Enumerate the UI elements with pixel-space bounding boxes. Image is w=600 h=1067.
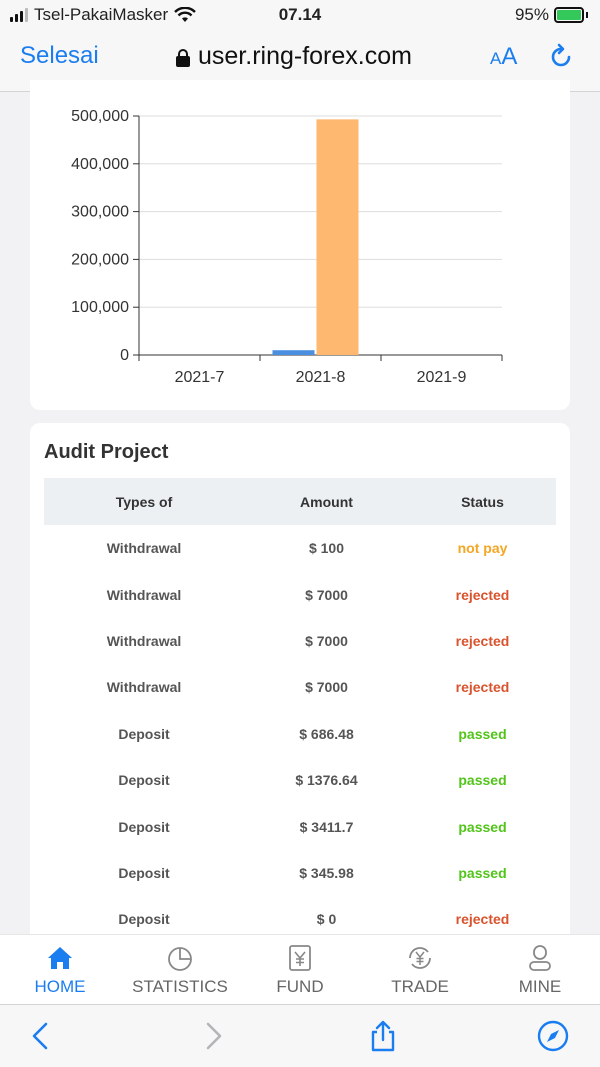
reload-icon[interactable] (546, 42, 576, 72)
tab-statistics[interactable]: STATISTICS (120, 935, 240, 1004)
cell-amount: $ 7000 (305, 586, 348, 603)
carrier-name: Tsel-PakaiMasker (34, 5, 169, 24)
y-tick-label: 0 (120, 347, 129, 364)
cell-status: not pay (457, 540, 508, 557)
lock-icon (176, 48, 190, 67)
x-tick-label: 2021-7 (175, 369, 225, 386)
battery-percent: 95% (514, 5, 549, 24)
cell-type: Withdrawal (106, 679, 182, 696)
tab-label-statistics: STATISTICS (132, 977, 228, 996)
cell-type: Withdrawal (106, 586, 182, 603)
cell-amount: $ 3411.7 (299, 818, 354, 835)
browser-toolbar (0, 1004, 600, 1067)
forward-icon[interactable] (196, 1019, 230, 1053)
home-icon (48, 947, 72, 969)
table-row: Deposit $ 0 rejected (44, 896, 556, 942)
cell-status: rejected (455, 911, 510, 928)
table-row: Withdrawal $ 7000 rejected (44, 664, 556, 710)
signal-icon (10, 8, 28, 22)
y-tick-label: 100,000 (71, 299, 129, 316)
audit-project-card: Audit Project Types of Amount Status Wit… (30, 423, 570, 983)
table-row: Deposit $ 345.98 passed (44, 850, 556, 896)
y-tick-label: 400,000 (71, 156, 129, 173)
audit-table: Types of Amount Status Withdrawal $ 100 no… (44, 478, 556, 943)
cell-type: Deposit (118, 911, 170, 928)
table-row: Withdrawal $ 7000 rejected (44, 618, 556, 664)
y-tick-label: 500,000 (71, 108, 129, 125)
done-button[interactable]: Selesai (20, 42, 99, 69)
tab-label-mine: MINE (518, 977, 562, 996)
bar-2021-8-series-1[interactable] (316, 119, 359, 355)
tab-label-fund: FUND (276, 977, 324, 996)
y-tick-label: 300,000 (71, 204, 129, 221)
back-icon[interactable] (24, 1019, 58, 1053)
pie-chart-icon (168, 947, 192, 971)
cell-status: rejected (455, 679, 510, 696)
text-size-button[interactable]: AA (490, 43, 518, 70)
table-row: Withdrawal $ 100 not pay (44, 525, 556, 571)
audit-title: Audit Project (44, 441, 169, 463)
table-row: Withdrawal $ 7000 rejected (44, 571, 556, 617)
cell-type: Withdrawal (106, 632, 182, 649)
cell-status: passed (458, 772, 507, 789)
compass-icon[interactable] (536, 1019, 570, 1053)
cell-amount: $ 7000 (305, 632, 348, 649)
column-header-status: Status (409, 478, 556, 525)
cell-amount: $ 345.98 (299, 864, 354, 881)
cell-amount: $ 686.48 (299, 725, 354, 742)
chart-card: 0 100,000 200,000 300,000 400,000 500,000 2021… (30, 80, 570, 410)
cell-status: rejected (455, 586, 510, 603)
cell-status: passed (458, 818, 507, 835)
cell-type: Deposit (118, 772, 170, 789)
address-field[interactable]: user.ring-forex.com (176, 42, 412, 71)
battery-icon (554, 7, 584, 23)
cell-amount: $ 1376.64 (295, 772, 358, 789)
column-header-type: Types of (44, 478, 244, 525)
tab-label-trade: TRADE (391, 977, 449, 996)
user-icon (529, 945, 551, 971)
battery-status: 95% (515, 5, 588, 25)
app-tab-bar: HOME STATISTICS FUND TRADE MINE (0, 934, 600, 1004)
share-icon[interactable] (366, 1019, 400, 1053)
url-text: user.ring-forex.com (198, 42, 412, 70)
yen-document-icon (289, 945, 311, 971)
tab-fund[interactable]: FUND (240, 935, 360, 1004)
tab-home[interactable]: HOME (0, 935, 120, 1004)
tab-label-home: HOME (34, 977, 86, 996)
tab-mine[interactable]: MINE (480, 935, 600, 1004)
cell-status: passed (458, 725, 507, 742)
x-tick-label: 2021-9 (417, 369, 467, 386)
cell-amount: $ 100 (308, 540, 345, 557)
column-header-amount: Amount (244, 478, 409, 525)
table-header-row: Types of Amount Status (44, 478, 556, 525)
yen-exchange-icon (409, 947, 431, 969)
carrier-info: Tsel-PakaiMasker (10, 5, 197, 25)
table-row: Deposit $ 3411.7 passed (44, 803, 556, 849)
x-tick-label: 2021-8 (296, 369, 346, 386)
cell-type: Deposit (118, 725, 170, 742)
bar-2021-8-series-0[interactable] (272, 350, 315, 355)
cell-type: Withdrawal (106, 540, 182, 557)
y-tick-label: 200,000 (71, 251, 129, 268)
status-bar: Tsel-PakaiMasker 07.14 95% (0, 0, 600, 30)
tab-trade[interactable]: TRADE (360, 935, 480, 1004)
cell-type: Deposit (118, 864, 170, 881)
bar-chart: 0 100,000 200,000 300,000 400,000 500,000 2021… (71, 108, 503, 386)
cell-amount: $ 7000 (305, 679, 348, 696)
cell-status: passed (458, 864, 507, 881)
cell-type: Deposit (118, 818, 170, 835)
wifi-icon (174, 7, 197, 22)
table-row: Deposit $ 1376.64 passed (44, 757, 556, 803)
cell-status: rejected (455, 632, 510, 649)
clock: 07.14 (278, 5, 322, 24)
cell-amount: $ 0 (316, 911, 337, 928)
table-row: Deposit $ 686.48 passed (44, 711, 556, 757)
